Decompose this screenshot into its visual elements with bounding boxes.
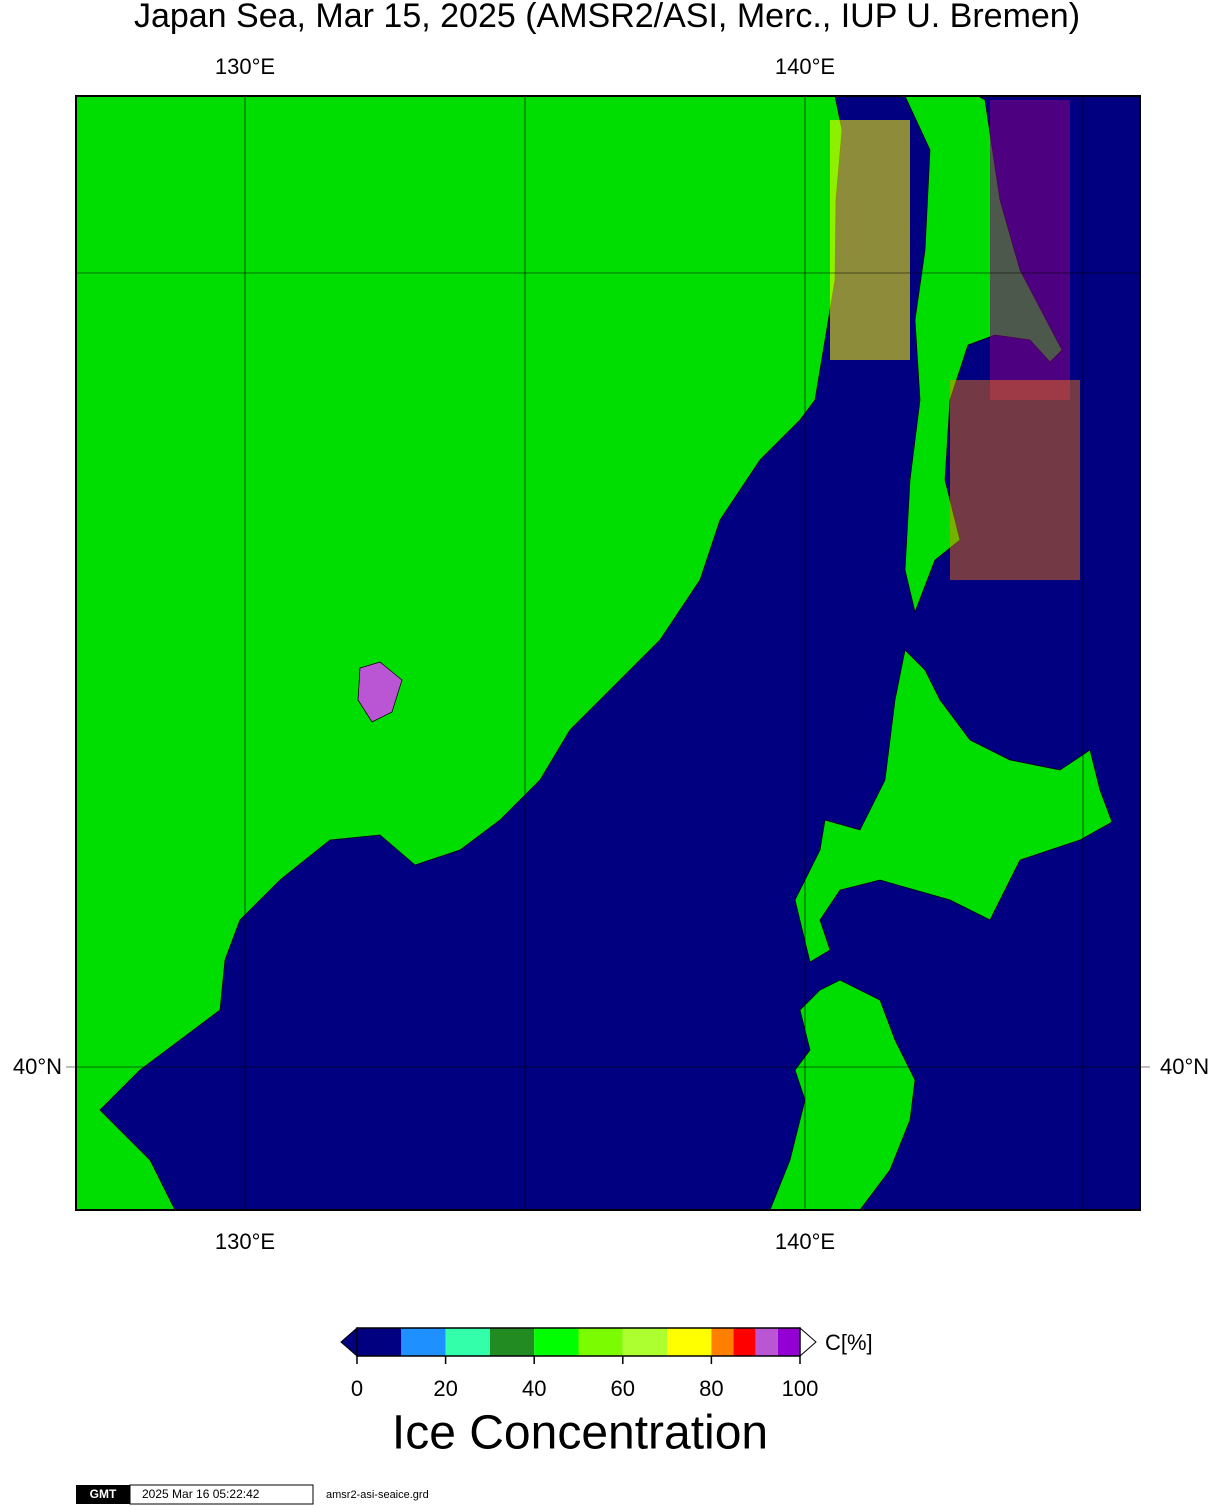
colorbar-tick-label: 20 (433, 1376, 457, 1401)
honshu (769, 979, 916, 1211)
colorbar-tick-label: 80 (699, 1376, 723, 1401)
colorbar-segment (489, 1328, 535, 1356)
colorbar-tick-label: 100 (782, 1376, 819, 1401)
colorbar-segment (711, 1328, 734, 1356)
colorbar-frame (356, 1327, 801, 1357)
colorbar-segment (777, 1328, 800, 1356)
ice-patch (830, 120, 910, 360)
colorbar-under (340, 1326, 358, 1358)
ice-patch (950, 380, 1080, 580)
lon-label: 130°E (215, 1229, 275, 1254)
colorbar: 0 20 40 60 80 100 (340, 1326, 819, 1401)
lon-label: 140°E (775, 1229, 835, 1254)
colorbar-unit: C[%] (825, 1330, 873, 1355)
logo-box (76, 1485, 130, 1504)
colorbar-segment (445, 1328, 490, 1356)
lat-label: 40°N (13, 1054, 62, 1079)
hokkaido (794, 649, 1113, 963)
map (66, 95, 1150, 1211)
colorbar-tick-label: 40 (522, 1376, 546, 1401)
timestamp-box (129, 1484, 314, 1505)
ice-patch (990, 100, 1070, 400)
colorbar-segment (733, 1328, 756, 1356)
lon-label: 130°E (215, 54, 275, 79)
graticule (66, 96, 1150, 1210)
file-name: amsr2-asi-seaice.grd (326, 1489, 429, 1501)
map-title: Japan Sea, Mar 15, 2025 (AMSR2/ASI, Merc… (134, 0, 1080, 35)
colorbar-segment (578, 1328, 623, 1356)
map-frame (75, 95, 1141, 1211)
colorbar-tick-label: 60 (611, 1376, 635, 1401)
colorbar-segment (667, 1328, 712, 1356)
continent (75, 95, 843, 1211)
colorbar-segment (357, 1328, 402, 1356)
timestamp: 2025 Mar 16 05:22:42 (142, 1487, 260, 1501)
lat-label: 40°N (1160, 1054, 1209, 1079)
colorbar-over (799, 1326, 817, 1358)
colorbar-segment (755, 1328, 778, 1356)
colorbar-segment (622, 1328, 668, 1356)
lake-ice (357, 661, 403, 723)
lon-label: 140°E (775, 54, 835, 79)
colorbar-segment (401, 1328, 446, 1356)
colorbar-title: Ice Concentration (392, 1407, 768, 1460)
colorbar-tick-label: 0 (351, 1376, 363, 1401)
footer: GMT 2025 Mar 16 05:22:42 amsr2-asi-seaic… (76, 1484, 429, 1505)
colorbar-segment (534, 1328, 579, 1356)
logo: GMT (90, 1487, 117, 1501)
